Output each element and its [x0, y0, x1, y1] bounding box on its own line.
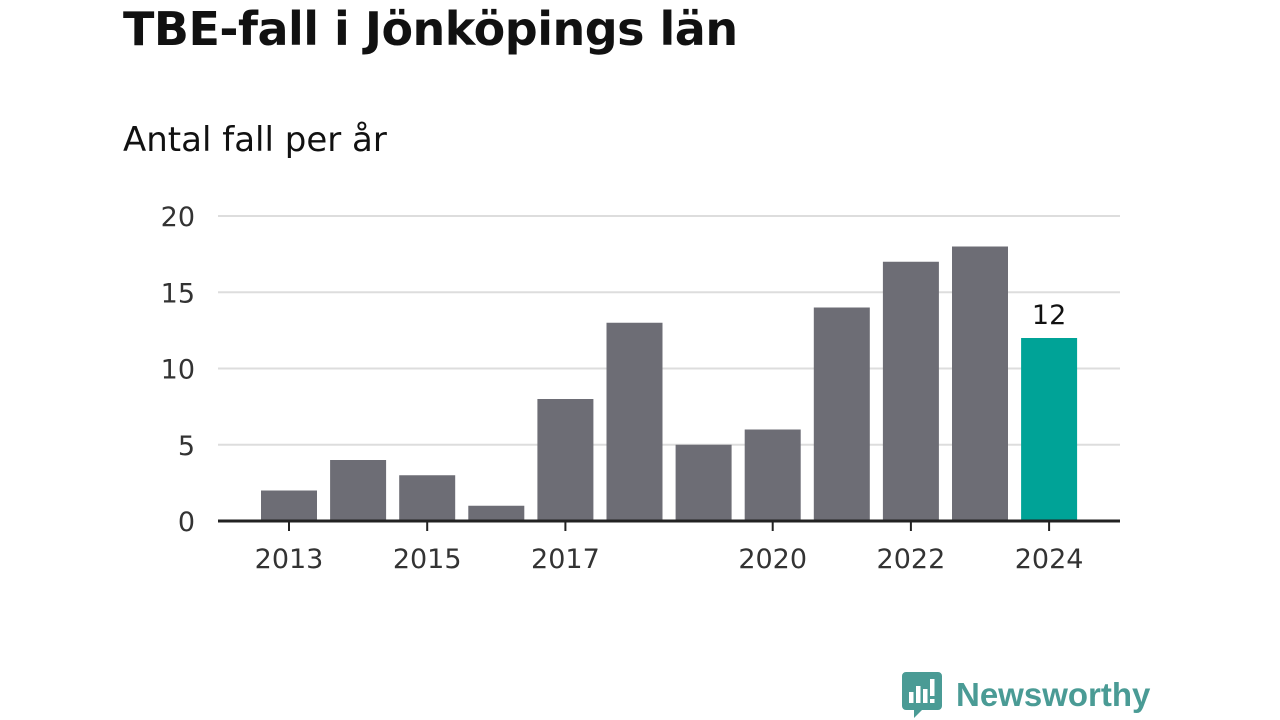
bar-2013	[261, 490, 317, 521]
x-axis-ticks: 2013 2015 2017 2020 2022 2024	[218, 519, 1120, 575]
bars	[261, 246, 1078, 521]
y-tick-label: 15	[161, 278, 195, 309]
x-tick-label: 2015	[393, 544, 462, 575]
bar-2023	[952, 246, 1008, 521]
x-tick-label: 2022	[877, 544, 946, 575]
bar-2020	[744, 429, 801, 521]
bar-2018	[606, 322, 663, 521]
y-axis-ticks: 0 5 10 15 20	[161, 202, 195, 538]
bar-2019	[675, 444, 732, 521]
newsworthy-logo-icon	[902, 672, 942, 718]
data-labels: 12	[1032, 300, 1066, 331]
bar-2021	[813, 307, 870, 521]
x-tick-label: 2013	[255, 544, 324, 575]
x-tick-label: 2024	[1015, 544, 1084, 575]
x-tick-label: 2017	[531, 544, 600, 575]
bar-chart: 0 5 10 15 20 2013 2015 2017 2020 2022 2024 12	[161, 202, 1120, 575]
data-label-2024: 12	[1032, 300, 1066, 331]
chart-subtitle: Antal fall per år	[123, 120, 387, 160]
bar-2017	[537, 399, 594, 521]
newsworthy-logo: Newsworthy	[902, 670, 1150, 720]
chart-title: TBE-fall i Jönköpings län	[123, 2, 738, 56]
y-tick-label: 20	[161, 202, 195, 233]
x-tick-label: 2020	[738, 544, 807, 575]
bar-2016	[468, 505, 525, 521]
bar-2022	[882, 261, 939, 521]
bar-2024	[1021, 338, 1078, 521]
bar-2014	[330, 460, 387, 521]
y-tick-label: 0	[178, 507, 195, 538]
brand-name: Newsworthy	[956, 676, 1151, 713]
bar-2015	[399, 475, 456, 521]
y-tick-label: 5	[178, 431, 195, 462]
y-tick-label: 10	[161, 355, 195, 386]
